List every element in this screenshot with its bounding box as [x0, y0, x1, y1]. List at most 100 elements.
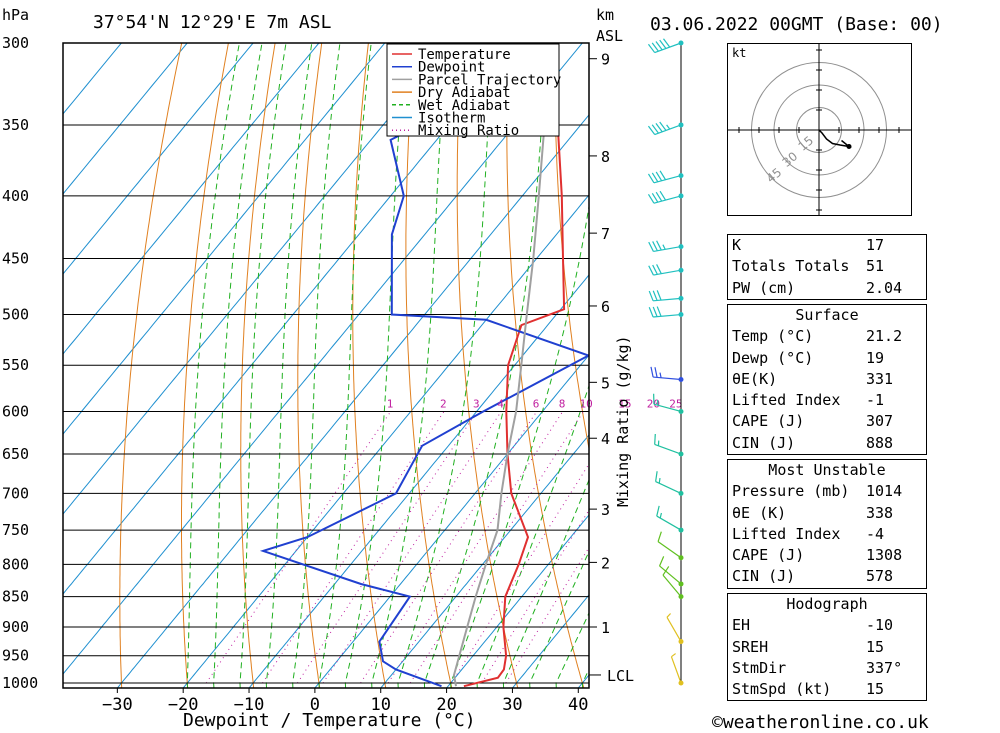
surface-row: Temp (°C) 21.2: [732, 327, 903, 346]
mu-row: θE (K) 338: [732, 503, 894, 522]
pressure-tick-label: 950: [2, 647, 29, 665]
wind-barb-flag: [654, 433, 656, 445]
wind-barb-staff: [653, 269, 682, 276]
mixing-ratio-value-label: 10: [580, 398, 593, 411]
pressure-tick-label: 1000: [2, 674, 38, 692]
mixing-ratio-value-label: 3: [473, 398, 480, 411]
dry-adiabat-line: [119, 43, 183, 688]
pressure-tick-label: 650: [2, 445, 29, 463]
mu-row: Lifted Index -4: [732, 524, 885, 543]
wind-barb-staff: [655, 481, 682, 494]
hodograph-panel: Hodograph EH -10 SREH 15 StmDir 337° StmSpd…: [727, 593, 927, 702]
wind-barb-flag: [647, 43, 656, 53]
wind-profile: [647, 38, 684, 686]
mixing-ratio-value-label: 6: [533, 398, 540, 411]
wind-barb-half: [666, 613, 672, 618]
legend-label: Dewpoint: [418, 60, 485, 76]
x-tick-label: −10: [234, 695, 265, 715]
wet-adiabat-line: [239, 43, 287, 688]
km-label: km: [596, 6, 614, 24]
wind-barb-flag: [647, 125, 656, 135]
legend-label: Temperature: [418, 47, 511, 63]
axes: −30 −20 −10 0 10 20 30 40: [62, 42, 590, 715]
lcl-label: LCL: [607, 667, 634, 685]
km-tick-label: 2: [601, 554, 610, 572]
wind-barb-staff: [657, 541, 682, 559]
km-tick-label: 8: [601, 148, 610, 166]
mixing-ratio-value-label: 15: [618, 398, 631, 411]
wind-barb-flag: [657, 531, 662, 542]
km-tick-label: 7: [601, 225, 610, 243]
dry-adiabat-line: [352, 43, 387, 688]
x-tick-label: −20: [168, 695, 199, 715]
hodograph-unit: kt: [732, 46, 746, 60]
sounding-series: [259, 43, 589, 688]
wind-barb-staff: [666, 617, 682, 642]
isotherm-line: [63, 43, 386, 435]
isotherm-line: [248, 274, 589, 688]
isotherm-line: [116, 114, 589, 688]
wind-barb-staff: [654, 124, 682, 136]
wind-barb-flag: [656, 306, 662, 317]
mixing-ratio-labels: 12346810152025: [387, 398, 683, 411]
x-tick-label: 30: [502, 695, 522, 715]
pressure-tick-label: 550: [2, 356, 29, 374]
wet-adiabat-line: [502, 478, 589, 688]
wind-barb-flag: [659, 121, 667, 131]
wind-barb-flag: [655, 123, 663, 133]
km-tick-label: 9: [601, 51, 610, 69]
mixing-ratio-line: [360, 411, 538, 684]
wind-barb-flag: [652, 290, 658, 301]
dry-adiabat-line: [554, 43, 589, 452]
pressure-tick-label: 500: [2, 306, 29, 324]
legend-label: Isotherm: [418, 111, 485, 127]
wind-barb-staff: [656, 515, 682, 531]
wind-barb-flag: [654, 367, 658, 378]
wind-barb-flag: [663, 38, 671, 48]
wind-barb-flag: [651, 42, 659, 52]
credit-text: ©weatheronline.co.uk: [712, 712, 929, 733]
legend-label: Parcel Trajectory: [418, 72, 561, 88]
wind-barb-staff: [670, 656, 682, 684]
wind-barb-flag: [656, 264, 662, 274]
dry-adiabat-line: [506, 43, 585, 688]
surface-panel: Surface Temp (°C) 21.2 Dewp (°C) 19 θE(K) 3…: [727, 304, 927, 456]
wind-barb-flag: [658, 556, 665, 567]
pressure-tick-label: 300: [2, 34, 29, 52]
wind-barb-staff: [659, 565, 682, 585]
mixing-ratio-line: [296, 411, 478, 684]
wind-barb-staff: [653, 313, 682, 318]
x-tick-label: 20: [436, 695, 456, 715]
pressure-tick-label: 350: [2, 116, 29, 134]
isotherm-line: [63, 43, 518, 595]
dry-adiabat-line: [240, 43, 276, 688]
indices-top-panel: K 17 Totals Totals 51 PW (cm) 2.04: [727, 234, 927, 300]
mixing-ratio-value-label: 8: [559, 398, 566, 411]
x-tick-label: 10: [370, 695, 390, 715]
pressure-tick-label: 850: [2, 588, 29, 606]
wet-adiabat-line: [213, 43, 263, 688]
wind-barb-staff: [653, 376, 682, 381]
mixing-ratio-line: [262, 411, 445, 684]
mu-row: CIN (J) 578: [732, 567, 894, 586]
pressure-tick-label: 600: [2, 402, 29, 420]
wind-barb-flag: [648, 241, 654, 252]
wind-barb-staff: [653, 175, 682, 184]
wind-barb-staff: [653, 297, 682, 302]
wet-adiabat-line: [476, 384, 589, 688]
wind-barb-flag: [652, 306, 658, 317]
wind-barb-flag: [662, 566, 670, 576]
pressure-tick-label: 400: [2, 187, 29, 205]
isotherm-line: [63, 43, 583, 675]
hodo-row: EH -10: [732, 616, 894, 635]
wind-barb-staff: [662, 574, 682, 597]
hodo-row: StmDir 337°: [732, 658, 903, 677]
wet-adiabat-line: [186, 43, 240, 688]
isotherm-line: [63, 43, 452, 515]
plot-frame: [62, 42, 590, 689]
wind-barb-half: [666, 124, 671, 130]
wind-barb-flag: [655, 471, 658, 482]
